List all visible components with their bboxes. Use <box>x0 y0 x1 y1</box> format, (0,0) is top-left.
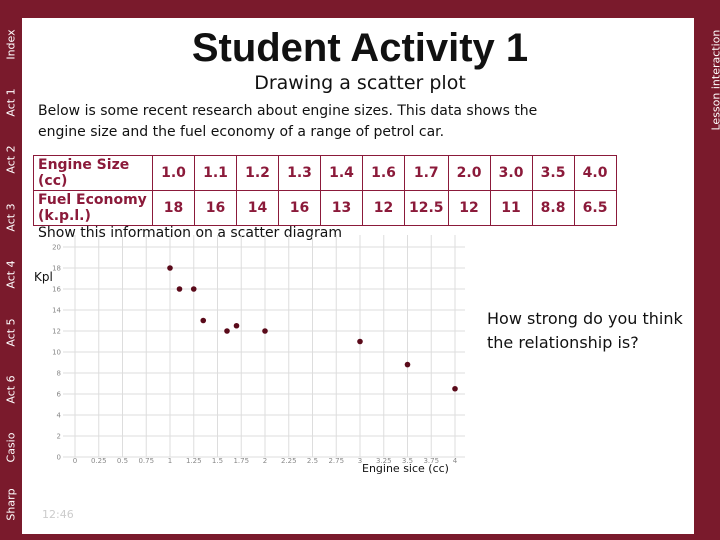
table-cell: 16 <box>194 190 237 226</box>
y-tick-label: 6 <box>57 391 62 399</box>
title: Student Activity 1 <box>191 26 529 70</box>
x-tick-label: 2 <box>263 457 267 465</box>
y-tick-label: 8 <box>57 370 61 378</box>
y-tick-label: 2 <box>57 433 61 441</box>
table-cell: 12 <box>362 190 405 226</box>
y-axis-label: Kpl <box>34 270 53 284</box>
table-cell: 1.1 <box>194 155 237 191</box>
y-tick-label: 18 <box>52 265 61 273</box>
data-point <box>233 322 240 329</box>
table-cell: 16 <box>278 190 321 226</box>
table-cell: 13 <box>320 190 363 226</box>
x-tick-label: 4 <box>453 457 458 465</box>
table-cell: 4.0 <box>573 155 617 191</box>
y-tick-label: 4 <box>57 412 62 420</box>
nav-tab[interactable]: Act 1 <box>4 87 18 117</box>
data-table: Engine Size (cc) 1.0 1.1 1.2 1.3 1.4 1.6 1.7 2.0… <box>33 155 617 226</box>
x-tick-label: 1.5 <box>212 457 223 465</box>
table-cell: Fuel Economy (k.p.l.) <box>33 190 153 226</box>
data-point <box>167 265 173 271</box>
data-point <box>452 385 458 392</box>
x-tick-label: 2.25 <box>281 457 297 465</box>
x-tick-label: 1.25 <box>186 457 202 465</box>
x-tick-label: 3.75 <box>423 457 439 465</box>
instruction: Show this information on a scatter diagr… <box>38 225 342 241</box>
nav-tab[interactable]: Index <box>4 29 18 60</box>
x-axis-label: Engine sice (cc) <box>362 462 449 475</box>
table-cell: 12 <box>447 190 491 226</box>
table-cell: 6.5 <box>573 190 617 226</box>
nav-tab[interactable]: Casio <box>4 432 18 462</box>
y-tick-label: 0 <box>57 454 61 462</box>
x-tick-label: 0.25 <box>91 457 107 465</box>
y-tick-label: 20 <box>52 244 61 252</box>
data-point <box>176 286 183 292</box>
nav-tab[interactable]: Act 5 <box>4 317 18 347</box>
nav-tab[interactable]: Act 6 <box>4 375 18 404</box>
table-cell: 1.0 <box>152 155 195 191</box>
x-tick-label: 2.75 <box>328 457 344 465</box>
nav-tab[interactable]: Act 4 <box>4 260 18 289</box>
table-row: Engine Size (cc) 1.0 1.1 1.2 1.3 1.4 1.6 1.7 2.0… <box>33 155 617 191</box>
table-cell: 14 <box>236 190 279 226</box>
data-point <box>357 338 363 345</box>
x-tick-label: 0.75 <box>138 457 154 465</box>
data-point <box>224 328 230 334</box>
nav-tab[interactable]: Act 3 <box>4 202 18 232</box>
x-tick-label: 1 <box>168 457 172 465</box>
table-cell: 12.5 <box>404 190 449 226</box>
intro-text: Below is some recent research about engi… <box>38 103 538 140</box>
y-tick-label: 12 <box>52 328 61 336</box>
x-tick-label: 3 <box>358 457 362 465</box>
x-tick-label: 3.25 <box>376 457 392 465</box>
y-tick-label: 16 <box>52 286 61 294</box>
y-tick-label: 10 <box>52 349 61 357</box>
question: How strong do you think the relationship… <box>487 309 683 352</box>
content-area <box>22 18 694 534</box>
table-cell: 8.8 <box>531 190 575 226</box>
table-cell: Engine Size (cc) <box>33 155 153 191</box>
x-tick-label: 3.5 <box>402 457 413 465</box>
subtitle: Drawing a scatter plot <box>254 72 466 94</box>
table-cell: 18 <box>152 190 195 226</box>
table-cell: 3.5 <box>531 155 575 191</box>
data-point <box>404 361 411 368</box>
table-cell: 1.2 <box>236 155 279 191</box>
x-tick-label: 1.75 <box>233 457 249 465</box>
table-cell: 1.3 <box>278 155 321 191</box>
x-tick-label: 0.5 <box>117 457 128 465</box>
footer-time: 12:46 <box>42 508 74 521</box>
data-point <box>190 286 197 292</box>
table-cell: 1.7 <box>404 155 449 191</box>
nav-tab[interactable]: Act 2 <box>4 145 18 174</box>
y-tick-label: 14 <box>52 307 61 315</box>
data-point <box>200 317 207 324</box>
x-tick-label: 0 <box>73 457 77 465</box>
table-row: Fuel Economy (k.p.l.) 18 16 14 16 13 12 12.5 12 1… <box>33 190 617 226</box>
x-tick-label: 2.5 <box>307 457 318 465</box>
nav-tab[interactable]: Sharp <box>4 488 18 521</box>
table-cell: 1.4 <box>320 155 363 191</box>
table-cell: 3.0 <box>489 155 533 191</box>
data-point <box>262 328 268 334</box>
